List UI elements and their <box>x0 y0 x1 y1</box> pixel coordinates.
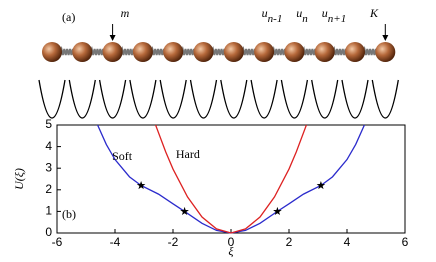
mass <box>375 42 396 62</box>
x-tick-label: -4 <box>110 235 121 249</box>
y-tick-label: 0 <box>45 225 52 239</box>
x-tick-label: 0 <box>228 235 235 249</box>
mass <box>42 42 62 62</box>
potential-well <box>129 79 157 119</box>
potential-well <box>341 79 369 119</box>
mass <box>132 42 153 62</box>
spring <box>271 46 288 56</box>
annotation: un <box>296 6 308 25</box>
potential-well <box>371 79 399 119</box>
spring <box>331 46 348 56</box>
potential-well <box>98 79 127 119</box>
spring <box>119 46 136 56</box>
potential-well <box>220 79 248 119</box>
mass <box>345 42 365 62</box>
potential-well <box>189 79 218 119</box>
x-tick-label: 4 <box>344 235 351 249</box>
series-label: Hard <box>176 147 200 161</box>
x-tick-label: 6 <box>402 235 409 249</box>
spring <box>301 46 318 56</box>
spring <box>149 46 167 56</box>
arrow-head <box>109 35 116 41</box>
mass <box>254 42 275 62</box>
potential-well <box>38 79 66 119</box>
mass <box>284 42 305 62</box>
plot: -6 -4 -2 0 2 4 6 0 1 2 3 4 5 ξ U(ξ) (b) Soft Hard <box>12 117 409 258</box>
y-axis-label: U(ξ) <box>12 168 26 190</box>
y-tick-label: 4 <box>45 139 52 153</box>
annotation: K <box>369 6 379 20</box>
mass <box>72 42 93 62</box>
panel-label: (a) <box>62 10 75 24</box>
spring <box>362 46 379 56</box>
potential-well <box>68 79 96 119</box>
curve <box>154 124 308 234</box>
potential-well <box>250 79 278 119</box>
panel-label: (b) <box>62 207 76 221</box>
mass <box>193 42 214 62</box>
star-marker <box>273 206 282 216</box>
x-tick-label: -6 <box>52 235 63 249</box>
mass <box>102 42 123 62</box>
x-tick-label: -2 <box>168 235 179 249</box>
arrow-head <box>382 35 389 41</box>
mass <box>314 42 335 62</box>
star-marker <box>180 206 189 216</box>
y-tick-label: 3 <box>45 160 52 174</box>
plot-frame <box>56 124 406 234</box>
spring <box>59 46 76 56</box>
spring <box>210 46 227 56</box>
potential-well <box>280 79 309 119</box>
x-axis-label: ξ <box>228 244 234 258</box>
y-tick-label: 1 <box>45 204 52 218</box>
annotation: m <box>121 6 130 20</box>
y-tick-label: 5 <box>45 117 52 131</box>
x-tick-label: 2 <box>286 235 293 249</box>
annotation: un+1 <box>322 6 346 25</box>
spring <box>240 46 258 56</box>
potential-well <box>311 79 339 119</box>
star-marker <box>136 180 146 190</box>
y-tick-label: 2 <box>45 182 52 196</box>
curve <box>97 124 365 234</box>
potential-well <box>159 79 187 119</box>
mass <box>163 42 184 62</box>
series-label: Soft <box>112 149 133 163</box>
mass <box>223 42 244 62</box>
star-marker <box>316 180 326 190</box>
annotation: un-1 <box>262 6 283 25</box>
chain-diagram: (a) m un-1 un un+1 K <box>38 6 399 119</box>
spring <box>89 46 106 56</box>
spring <box>180 46 197 56</box>
